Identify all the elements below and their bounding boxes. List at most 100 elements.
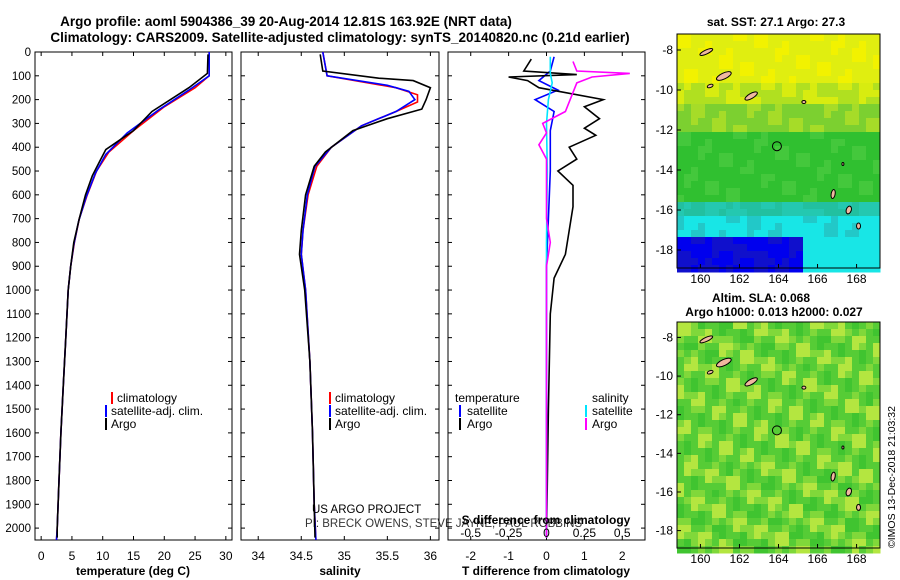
map-cell <box>719 406 727 414</box>
map-cell <box>719 111 727 119</box>
map-cell <box>684 188 692 196</box>
map-cell <box>747 511 755 519</box>
map-cell <box>747 244 755 252</box>
map-cell <box>852 357 860 365</box>
map-x-tick-label: 162 <box>729 552 749 566</box>
map-cell <box>677 62 685 70</box>
map-cell <box>775 209 783 217</box>
map-cell <box>845 195 853 203</box>
map-cell <box>838 357 846 365</box>
map-cell <box>726 216 734 224</box>
map-cell <box>866 62 874 70</box>
map-cell <box>845 97 853 105</box>
map-cell <box>789 202 797 210</box>
map-cell <box>866 399 874 407</box>
map-cell <box>852 434 860 442</box>
map-cell <box>733 462 741 470</box>
map-cell <box>761 532 769 540</box>
map-cell <box>705 41 713 49</box>
map-cell <box>691 146 699 154</box>
map-cell <box>817 511 825 519</box>
map-cell <box>726 34 734 42</box>
map-cell <box>845 546 853 554</box>
map-x-tick-label: 160 <box>690 272 710 286</box>
map-cell <box>845 174 853 182</box>
map-cell <box>796 62 804 70</box>
map-cell <box>733 483 741 491</box>
map-cell <box>775 188 783 196</box>
map-cell <box>845 322 853 330</box>
map-cell <box>789 76 797 84</box>
map-cell <box>726 153 734 161</box>
map-cell <box>747 146 755 154</box>
map-cell <box>684 167 692 175</box>
map-cell <box>698 125 706 133</box>
map-cell <box>775 371 783 379</box>
map-cell <box>719 62 727 70</box>
map-cell <box>733 525 741 533</box>
map-cell <box>782 448 790 456</box>
map-cell <box>726 483 734 491</box>
map-cell <box>796 188 804 196</box>
map-cell <box>733 504 741 512</box>
map-y-tick-label: -16 <box>656 485 674 499</box>
map-cell <box>852 153 860 161</box>
map-cell <box>705 69 713 77</box>
map-cell <box>838 111 846 119</box>
map-cell <box>754 427 762 435</box>
map-cell <box>838 427 846 435</box>
map-cell <box>845 378 853 386</box>
map-cell <box>796 167 804 175</box>
map-cell <box>824 181 832 189</box>
map-cell <box>698 230 706 238</box>
map-cell <box>684 539 692 547</box>
map-cell <box>684 111 692 119</box>
map-cell <box>796 174 804 182</box>
map-cell <box>782 251 790 259</box>
map-cell <box>810 476 818 484</box>
map-cell <box>719 378 727 386</box>
map-cell <box>810 336 818 344</box>
map-cell <box>775 76 783 84</box>
map-cell <box>873 511 881 519</box>
map-cell <box>810 181 818 189</box>
map-cell <box>845 244 853 252</box>
map-cell <box>726 97 734 105</box>
map-cell <box>789 427 797 435</box>
map-cell <box>873 434 881 442</box>
map-cell <box>684 455 692 463</box>
map-cell <box>866 420 874 428</box>
top-x-tick-label: -0.25 <box>495 526 523 540</box>
map-cell <box>782 146 790 154</box>
map-cell <box>845 371 853 379</box>
map-cell <box>803 511 811 519</box>
map-cell <box>691 427 699 435</box>
map-cell <box>747 139 755 147</box>
difference-xlabel: T difference from climatology <box>462 564 630 578</box>
map-cell <box>859 378 867 386</box>
credit-project: US ARGO PROJECT <box>312 504 421 516</box>
map-cell <box>845 448 853 456</box>
map-cell <box>768 167 776 175</box>
map-cell <box>733 455 741 463</box>
map-cell <box>719 146 727 154</box>
map-cell <box>831 167 839 175</box>
map-cell <box>789 209 797 217</box>
map-cell <box>726 476 734 484</box>
map-cell <box>810 160 818 168</box>
map-cell <box>684 125 692 133</box>
map-cell <box>768 371 776 379</box>
map-cell <box>740 181 748 189</box>
island <box>699 335 714 344</box>
map-cell <box>761 539 769 547</box>
map-cell <box>712 181 720 189</box>
map-cell <box>740 90 748 98</box>
map-cell <box>824 244 832 252</box>
depth-tick-label: 1100 <box>6 309 31 321</box>
map-cell <box>810 195 818 203</box>
map-cell <box>740 343 748 351</box>
map-cell <box>754 476 762 484</box>
map-cell <box>733 146 741 154</box>
map-cell <box>803 462 811 470</box>
map-cell <box>789 406 797 414</box>
